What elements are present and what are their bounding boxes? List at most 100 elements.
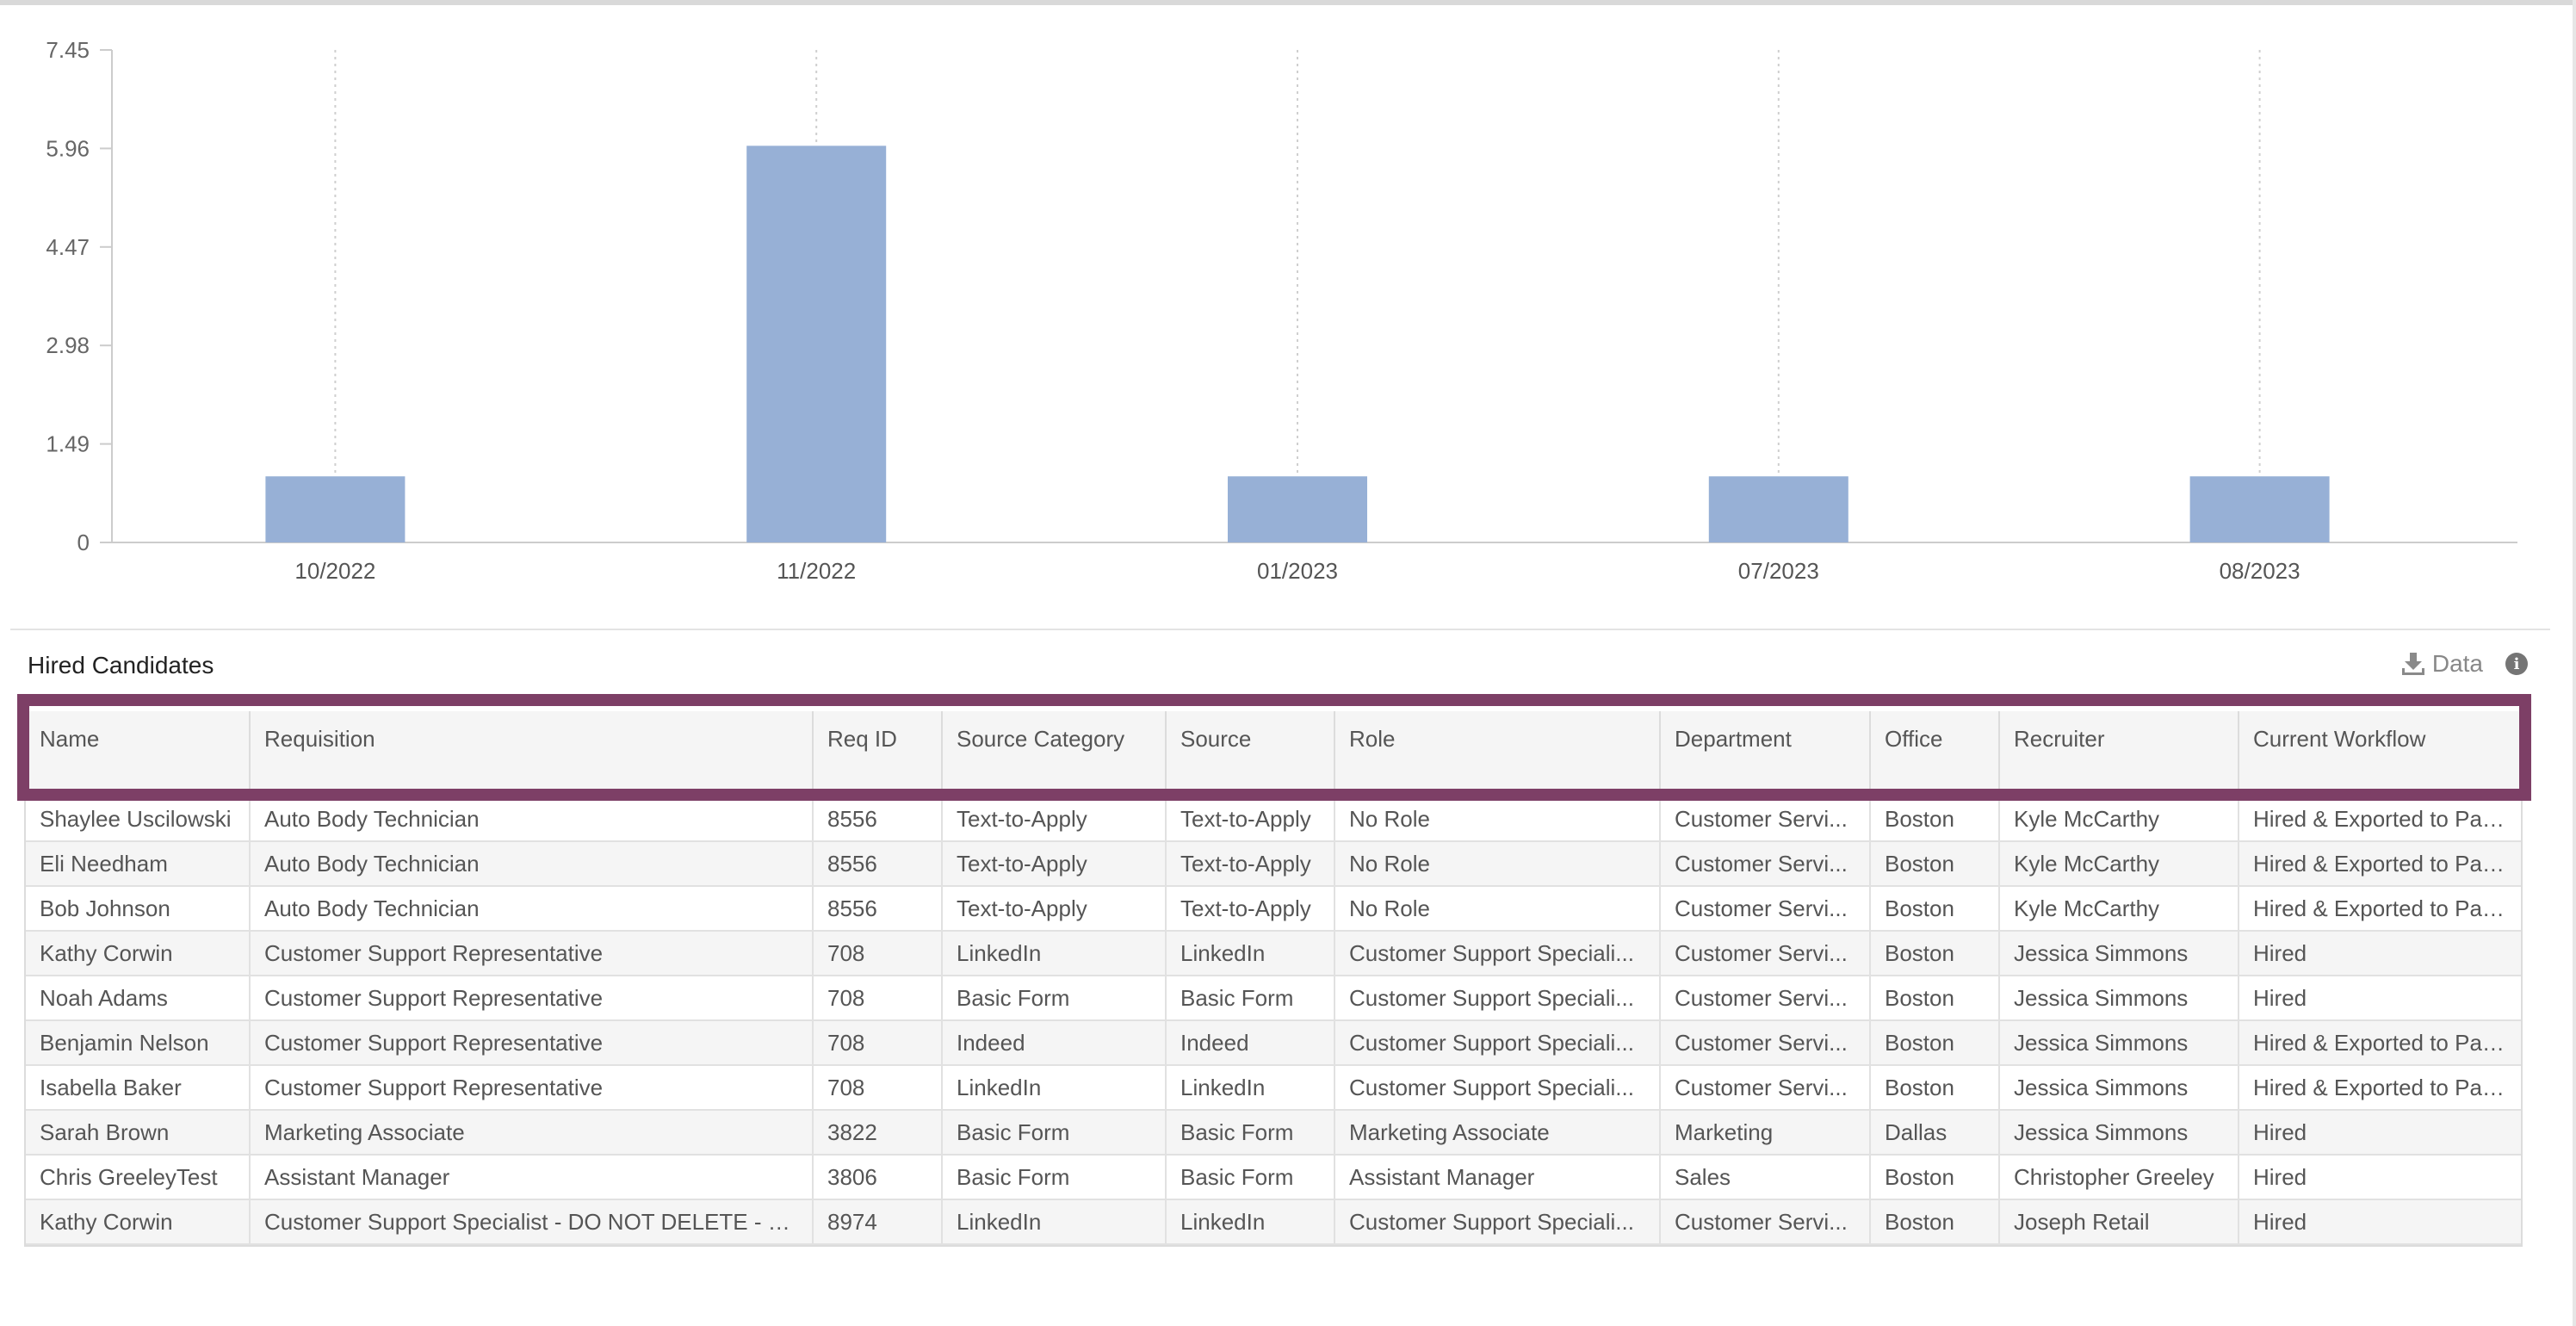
table-cell: Customer Servi... [1660, 1020, 1871, 1066]
y-tick-label: 1.49 [46, 431, 90, 457]
table-cell: Customer Support Representative [250, 1065, 814, 1111]
table-cell: No Role [1334, 841, 1661, 887]
table-row[interactable]: Chris GreeleyTest Assistant Manager 3806 Ba… [26, 1155, 2521, 1200]
column-header[interactable]: Name [26, 711, 251, 797]
table-cell: Hired & Exported to Payr... [2239, 841, 2521, 887]
table-cell: 8556 [813, 796, 943, 842]
table-cell: LinkedIn [1166, 1199, 1335, 1245]
table-cell: 3806 [813, 1155, 943, 1200]
column-header[interactable]: Source Category [942, 711, 1167, 797]
table-cell: Basic Form [942, 1155, 1167, 1200]
table-cell: Marketing Associate [250, 1110, 814, 1156]
table-cell: LinkedIn [942, 1199, 1167, 1245]
table-cell: Basic Form [1166, 1110, 1335, 1156]
column-header[interactable]: Source [1166, 711, 1335, 797]
bar [746, 146, 887, 542]
table-cell: 8556 [813, 886, 943, 932]
table-cell: 8974 [813, 1199, 943, 1245]
table-cell: Chris GreeleyTest [26, 1155, 251, 1200]
table-cell: Noah Adams [26, 976, 251, 1021]
table-cell: Sarah Brown [26, 1110, 251, 1156]
table-cell: Customer Support Speciali... [1334, 1065, 1661, 1111]
table-row[interactable]: Bob Johnson Auto Body Technician 8556 Text-… [26, 886, 2521, 932]
x-tick-label: 10/2022 [294, 558, 375, 584]
column-header[interactable]: Recruiter [1999, 711, 2239, 797]
table-cell: Hired [2239, 1199, 2521, 1245]
table-cell: Customer Servi... [1660, 1199, 1871, 1245]
table-cell: Boston [1870, 841, 2000, 887]
table-cell: Boston [1870, 1155, 2000, 1200]
x-tick-label: 01/2023 [1257, 558, 1338, 584]
table-cell: Kyle McCarthy [1999, 796, 2239, 842]
table-cell: Dallas [1870, 1110, 2000, 1156]
column-header[interactable]: Req ID [813, 711, 943, 797]
right-border [2573, 0, 2576, 1326]
table-cell: Customer Support Representative [250, 931, 814, 976]
table-cell: Customer Servi... [1660, 1065, 1871, 1111]
table-cell: Assistant Manager [1334, 1155, 1661, 1200]
table-cell: Customer Support Speciali... [1334, 976, 1661, 1021]
table-cell: Boston [1870, 1020, 2000, 1066]
bar [1228, 476, 1367, 542]
hired-candidates-table-wrap: Name Requisition Req ID Source Category Sour… [24, 711, 2523, 1247]
table-cell: Assistant Manager [250, 1155, 814, 1200]
table-cell: Basic Form [942, 1110, 1167, 1156]
column-header[interactable]: Role [1334, 711, 1661, 797]
table-cell: LinkedIn [942, 931, 1167, 976]
table-cell: No Role [1334, 886, 1661, 932]
table-cell: Customer Support Representative [250, 976, 814, 1021]
table-row[interactable]: Kathy Corwin Customer Support Representat… [26, 931, 2521, 976]
table-row[interactable]: Shaylee Uscilowski Auto Body Technician 85… [26, 796, 2521, 842]
table-cell: Hired [2239, 931, 2521, 976]
table-cell: Customer Support Representative [250, 1020, 814, 1066]
table-cell: Sales [1660, 1155, 1871, 1200]
table-cell: 8556 [813, 841, 943, 887]
table-cell: Basic Form [1166, 1155, 1335, 1200]
table-cell: Customer Support Speciali... [1334, 1199, 1661, 1245]
table-cell: Jessica Simmons [1999, 1065, 2239, 1111]
section-title: Hired Candidates [28, 652, 214, 678]
column-header[interactable]: Office [1870, 711, 2000, 797]
download-data-button[interactable]: Data [2401, 650, 2483, 678]
table-cell: Kathy Corwin [26, 931, 251, 976]
column-header[interactable]: Department [1660, 711, 1871, 797]
table-row[interactable]: Sarah Brown Marketing Associate 3822 Basic … [26, 1110, 2521, 1156]
y-tick-label: 5.96 [46, 135, 90, 161]
x-tick-label: 11/2022 [777, 558, 856, 584]
table-cell: Customer Support Specialist - DO NOT DEL… [250, 1199, 814, 1245]
table-row[interactable]: Benjamin Nelson Customer Support Represen… [26, 1020, 2521, 1066]
section-divider [10, 629, 2550, 630]
table-cell: 708 [813, 1065, 943, 1111]
table-cell: Customer Support Speciali... [1334, 1020, 1661, 1066]
info-icon[interactable]: i [2505, 653, 2528, 675]
table-row[interactable]: Noah Adams Customer Support Representativ… [26, 976, 2521, 1021]
table-cell: No Role [1334, 796, 1661, 842]
table-toolbar: Data i [2401, 650, 2528, 678]
table-cell: Hired [2239, 1110, 2521, 1156]
table-cell: Hired & Exported to Payr... [2239, 886, 2521, 932]
table-cell: Basic Form [1166, 976, 1335, 1021]
table-cell: Customer Servi... [1660, 841, 1871, 887]
table-cell: Hired [2239, 976, 2521, 1021]
table-cell: Jessica Simmons [1999, 1110, 2239, 1156]
table-cell: Shaylee Uscilowski [26, 796, 251, 842]
table-cell: Text-to-Apply [1166, 796, 1335, 842]
table-row[interactable]: Eli Needham Auto Body Technician 8556 Text-… [26, 841, 2521, 887]
table-cell: Text-to-Apply [942, 841, 1167, 887]
table-cell: LinkedIn [1166, 931, 1335, 976]
table-cell: Christopher Greeley [1999, 1155, 2239, 1200]
column-header[interactable]: Requisition [250, 711, 814, 797]
table-cell: Text-to-Apply [942, 796, 1167, 842]
table-cell: Benjamin Nelson [26, 1020, 251, 1066]
table-row[interactable]: Isabella Baker Customer Support Represent… [26, 1065, 2521, 1111]
download-icon [2401, 653, 2424, 675]
table-cell: Hired & Exported to Payr... [2239, 1020, 2521, 1066]
table-cell: Indeed [1166, 1020, 1335, 1066]
table-cell: Boston [1870, 976, 2000, 1021]
top-border [0, 0, 2576, 5]
table-cell: Joseph Retail [1999, 1199, 2239, 1245]
table-cell: Hired & Exported to Payr... [2239, 1065, 2521, 1111]
table-cell: LinkedIn [942, 1065, 1167, 1111]
column-header[interactable]: Current Workflow [2239, 711, 2521, 797]
table-row[interactable]: Kathy Corwin Customer Support Specialist … [26, 1199, 2521, 1245]
